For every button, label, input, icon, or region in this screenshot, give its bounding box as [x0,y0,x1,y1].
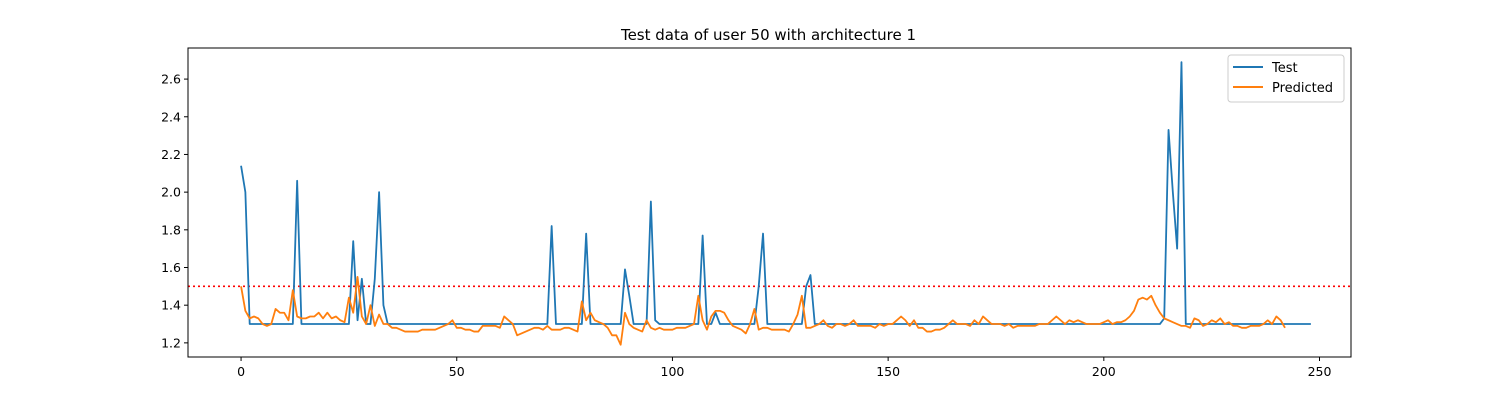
series-line-test [240,61,1311,325]
x-tick-label: 200 [1092,364,1116,379]
y-tick-label: 2.0 [161,185,181,200]
x-tick-label: 0 [237,364,245,379]
x-tick-label: 100 [661,364,685,379]
y-tick-label: 2.2 [161,147,181,162]
x-tick-label: 50 [449,364,465,379]
plot-frame [187,47,1352,358]
chart-title: Test data of user 50 with architecture 1 [620,26,916,44]
legend-label-test: Test [1271,61,1298,76]
y-tick-label: 1.6 [161,260,181,275]
y-tick-label: 1.8 [161,222,181,237]
x-tick-label: 150 [876,364,900,379]
x-tick-label: 250 [1308,364,1332,379]
series-line-predicted [240,276,1286,346]
plot-area [188,61,1351,346]
y-tick-label: 1.2 [161,335,181,350]
y-tick-label: 2.4 [161,109,181,124]
y-axis: 1.2 1.4 1.6 1.8 2.0 2.2 2.4 2.6 [161,72,188,350]
legend-label-predicted: Predicted [1272,81,1333,96]
x-axis: 0 50 100 150 200 250 [237,357,1331,379]
y-tick-label: 2.6 [161,72,181,87]
y-tick-label: 1.4 [161,298,181,313]
legend: Test Predicted [1227,54,1345,103]
